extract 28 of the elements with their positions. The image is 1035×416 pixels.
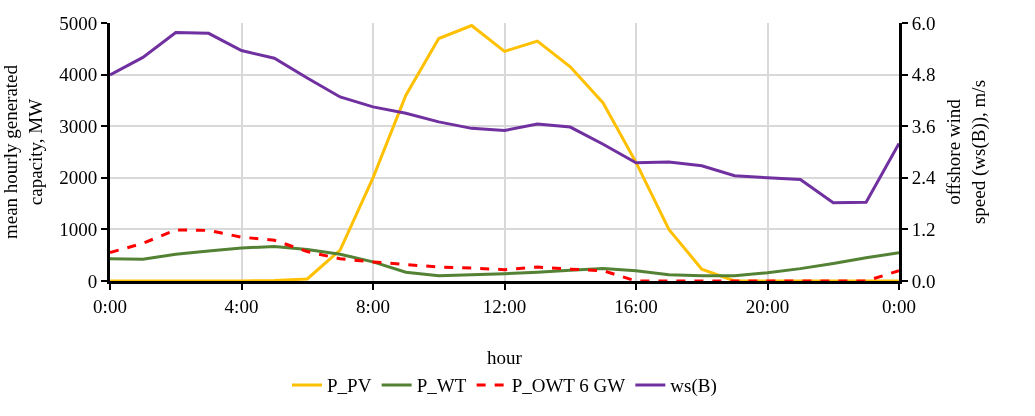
x-tick-label: 12:00: [482, 295, 527, 317]
x-tick-label: 20:00: [745, 295, 790, 317]
y-tick-label: 3000: [59, 115, 98, 137]
x-tick-label: 8:00: [356, 295, 390, 317]
y-axis-title: mean hourly generated capacity, MW: [0, 64, 47, 240]
y-tick-label: 1000: [59, 219, 98, 241]
x-tick-label: 4:00: [224, 295, 259, 317]
x-axis-title: hour: [487, 346, 523, 368]
legend-label: P_PV: [327, 375, 372, 397]
y2-axis-title: offshore wind speed (ws(B)), m/s: [942, 79, 990, 225]
y2-tick-label: 3.6: [911, 115, 936, 137]
y-tick-label: 0: [87, 270, 98, 292]
y2-tick-label: 1.2: [911, 219, 936, 241]
line-series: [110, 30, 899, 205]
y-tick-label: 5000: [59, 12, 98, 34]
y2-tick-label: 6.0: [911, 12, 936, 34]
x-tick-label: 16:00: [614, 295, 658, 317]
y2-tick-label: 2.4: [911, 167, 937, 189]
line-series: [110, 244, 899, 278]
y-tick-label: 4000: [59, 64, 98, 86]
legend-label: P_OWT 6 GW: [511, 375, 626, 397]
x-tick-label: 0:00: [882, 295, 916, 317]
y2-tick-label: 4.8: [911, 64, 936, 86]
x-tick-label: 0:00: [93, 295, 127, 317]
legend-label: ws(B): [670, 375, 717, 398]
y-tick-label: 2000: [59, 167, 98, 189]
legend-label: P_WT: [416, 375, 467, 397]
y2-tick-label: 0.0: [911, 270, 936, 292]
